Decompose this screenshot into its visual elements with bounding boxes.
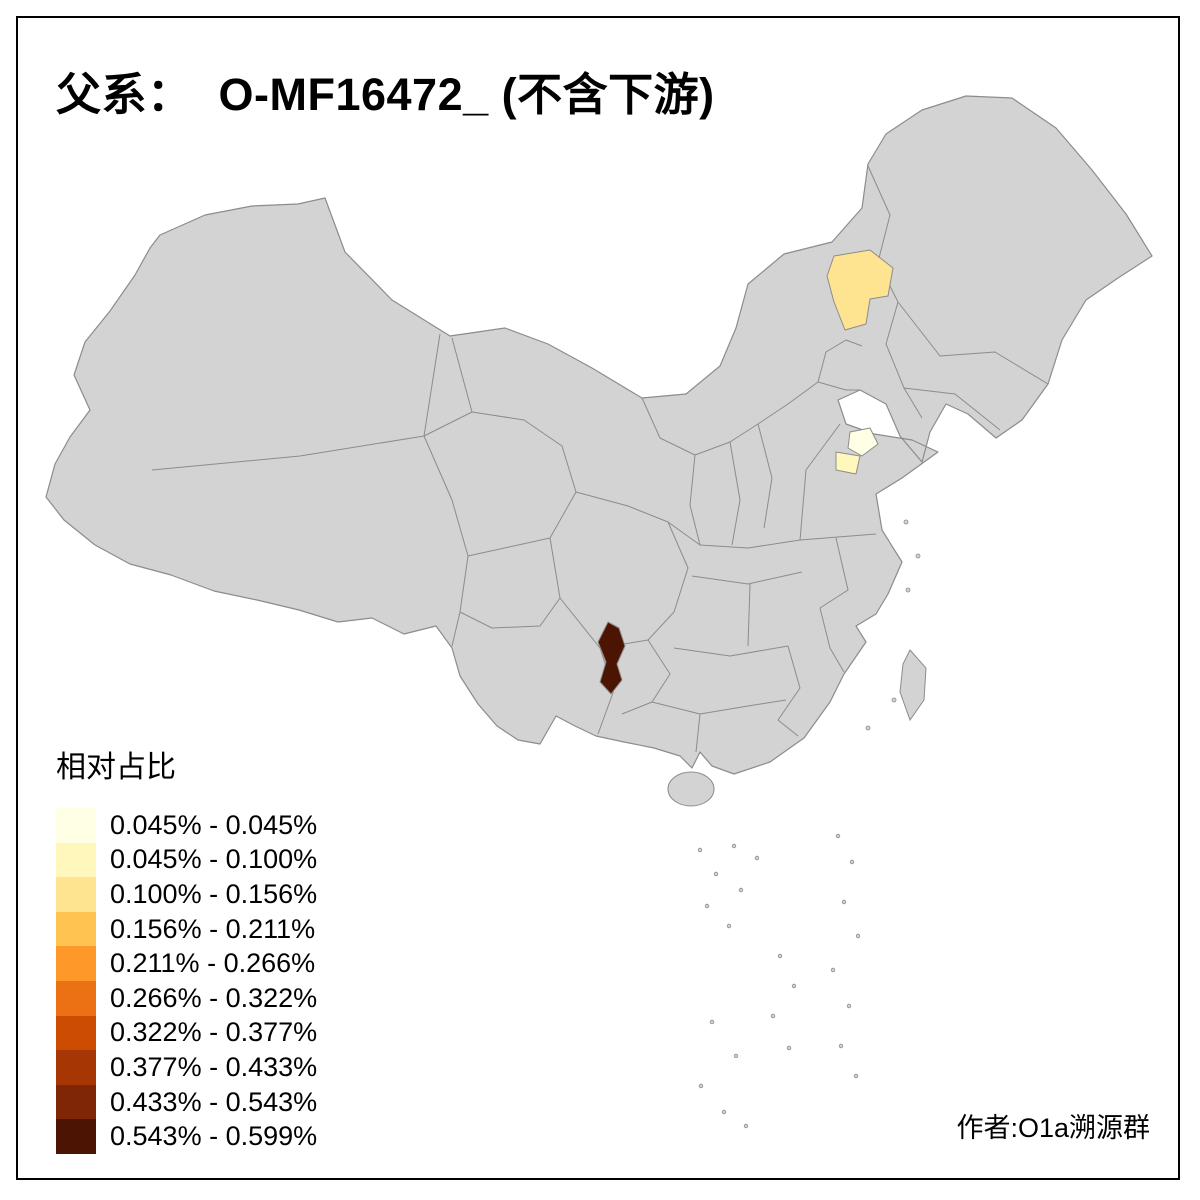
legend-item: 0.322% - 0.377% xyxy=(56,1015,318,1051)
title-main: O-MF16472_ (不含下游) xyxy=(218,69,715,120)
legend-swatch xyxy=(56,1015,96,1051)
legend-item: 0.377% - 0.433% xyxy=(56,1050,317,1085)
legend-swatch xyxy=(56,842,96,878)
legend-label: 0.100% - 0.156% xyxy=(110,878,318,909)
legend-title: 相对占比 xyxy=(56,751,176,784)
legend-item: 0.156% - 0.211% xyxy=(56,911,317,947)
title-prefix: 父系： xyxy=(56,69,193,120)
legend-label: 0.211% - 0.266% xyxy=(110,948,316,979)
legend-label: 0.433% - 0.543% xyxy=(110,1086,318,1117)
region-shandong-north xyxy=(847,427,879,457)
legend: 相对占比 0.045% - 0.045% 0.045% - 0.100% 0.1… xyxy=(56,742,317,1154)
province-borders xyxy=(151,165,1049,753)
legend-label: 0.266% - 0.322% xyxy=(110,982,318,1013)
taiwan-island xyxy=(899,649,927,722)
legend-label: 0.322% - 0.377% xyxy=(110,1017,318,1048)
legend-swatch xyxy=(56,911,96,947)
legend-label: 0.156% - 0.211% xyxy=(110,913,316,944)
region-inner-mongolia-southeast xyxy=(826,249,894,331)
region-sichuan-southwest xyxy=(597,621,626,695)
legend-item: 0.045% - 0.045% xyxy=(56,808,317,843)
attribution: 作者:O1a溯源群 xyxy=(956,1113,1150,1143)
south-china-sea-islets xyxy=(697,519,921,1129)
legend-swatch xyxy=(56,1050,96,1085)
legend-swatch xyxy=(56,808,96,843)
hainan-island xyxy=(667,771,715,807)
map-title: 父系： O-MF16472_ (不含下游) xyxy=(56,58,715,123)
region-shandong-west xyxy=(835,451,861,475)
legend-label: 0.045% - 0.100% xyxy=(110,844,318,875)
legend-label: 0.543% - 0.599% xyxy=(110,1121,318,1152)
legend-item: 0.100% - 0.156% xyxy=(56,877,317,912)
legend-item: 0.211% - 0.266% xyxy=(56,946,317,981)
legend-swatch xyxy=(56,946,96,981)
legend-item: 0.266% - 0.322% xyxy=(56,980,318,1016)
highlight-regions xyxy=(597,249,894,695)
legend-swatch xyxy=(56,877,96,912)
china-landmass xyxy=(45,95,1153,775)
legend-item: 0.045% - 0.100% xyxy=(56,842,318,878)
legend-swatch xyxy=(56,1084,96,1120)
legend-item: 0.433% - 0.543% xyxy=(56,1084,318,1120)
legend-label: 0.377% - 0.433% xyxy=(110,1051,318,1082)
legend-swatch xyxy=(56,1119,96,1154)
legend-item: 0.543% - 0.599% xyxy=(56,1119,317,1154)
legend-label: 0.045% - 0.045% xyxy=(110,809,318,840)
legend-swatch xyxy=(56,980,96,1016)
